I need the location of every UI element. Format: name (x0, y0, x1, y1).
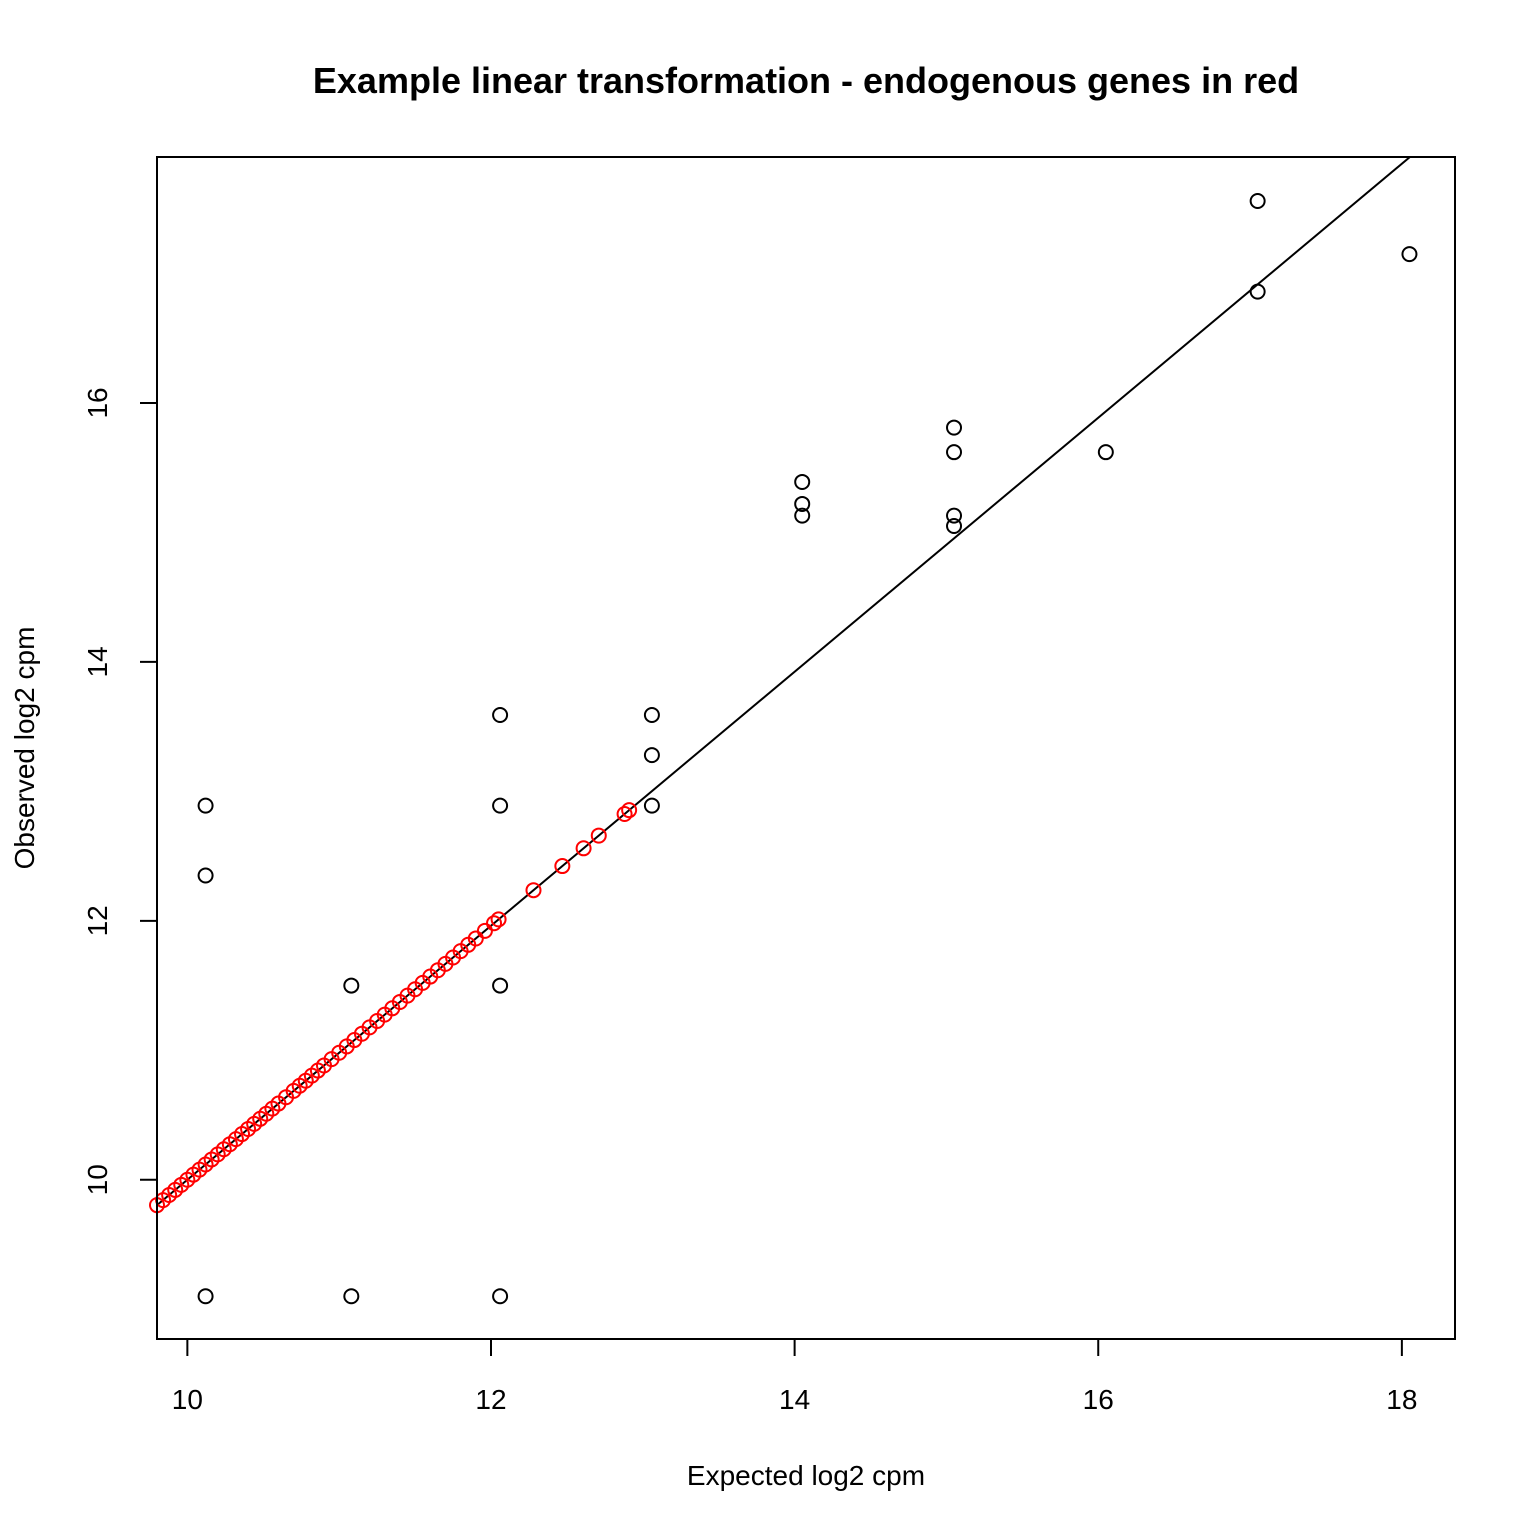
y-tick-label: 10 (82, 1164, 113, 1195)
x-axis-label: Expected log2 cpm (687, 1460, 925, 1491)
y-tick-label: 14 (82, 646, 113, 677)
data-point (590, 827, 607, 844)
data-point (343, 977, 360, 994)
y-axis-label: Observed log2 cpm (9, 627, 40, 870)
data-point (946, 517, 963, 534)
data-point (621, 802, 638, 819)
data-point (492, 706, 509, 723)
data-point (643, 797, 660, 814)
data-point (794, 495, 811, 512)
data-point (946, 419, 963, 436)
data-point (643, 706, 660, 723)
data-point (525, 882, 542, 899)
data-point (1249, 193, 1266, 210)
data-point (946, 444, 963, 461)
axis-ticks: 10 12 14 16 18 10 12 14 16 (82, 387, 1417, 1415)
chart-title: Example linear transformation - endogeno… (313, 60, 1299, 101)
x-tick-label: 18 (1386, 1384, 1417, 1415)
data-point (486, 915, 503, 932)
data-point (492, 977, 509, 994)
data-point (1401, 246, 1418, 263)
y-tick-label: 16 (82, 387, 113, 418)
data-point (794, 473, 811, 490)
data-point (946, 507, 963, 524)
data-point (197, 1288, 214, 1305)
data-point (794, 507, 811, 524)
data-point (575, 840, 592, 857)
x-tick-label: 12 (475, 1384, 506, 1415)
data-point (197, 867, 214, 884)
data-point (492, 797, 509, 814)
fit-line (156, 156, 1411, 1206)
data-point (643, 747, 660, 764)
data-point (1249, 283, 1266, 300)
x-tick-label: 14 (779, 1384, 810, 1415)
data-point (554, 858, 571, 875)
data-point (616, 805, 633, 822)
data-point (492, 1288, 509, 1305)
x-tick-label: 16 (1083, 1384, 1114, 1415)
data-points (149, 193, 1418, 1305)
data-point (1097, 444, 1114, 461)
data-point (490, 911, 507, 928)
plot-frame (156, 156, 1456, 1340)
y-tick-label: 12 (82, 905, 113, 936)
x-tick-label: 10 (172, 1384, 203, 1415)
data-point (343, 1288, 360, 1305)
fit-line-group (156, 156, 1411, 1206)
data-point (197, 797, 214, 814)
